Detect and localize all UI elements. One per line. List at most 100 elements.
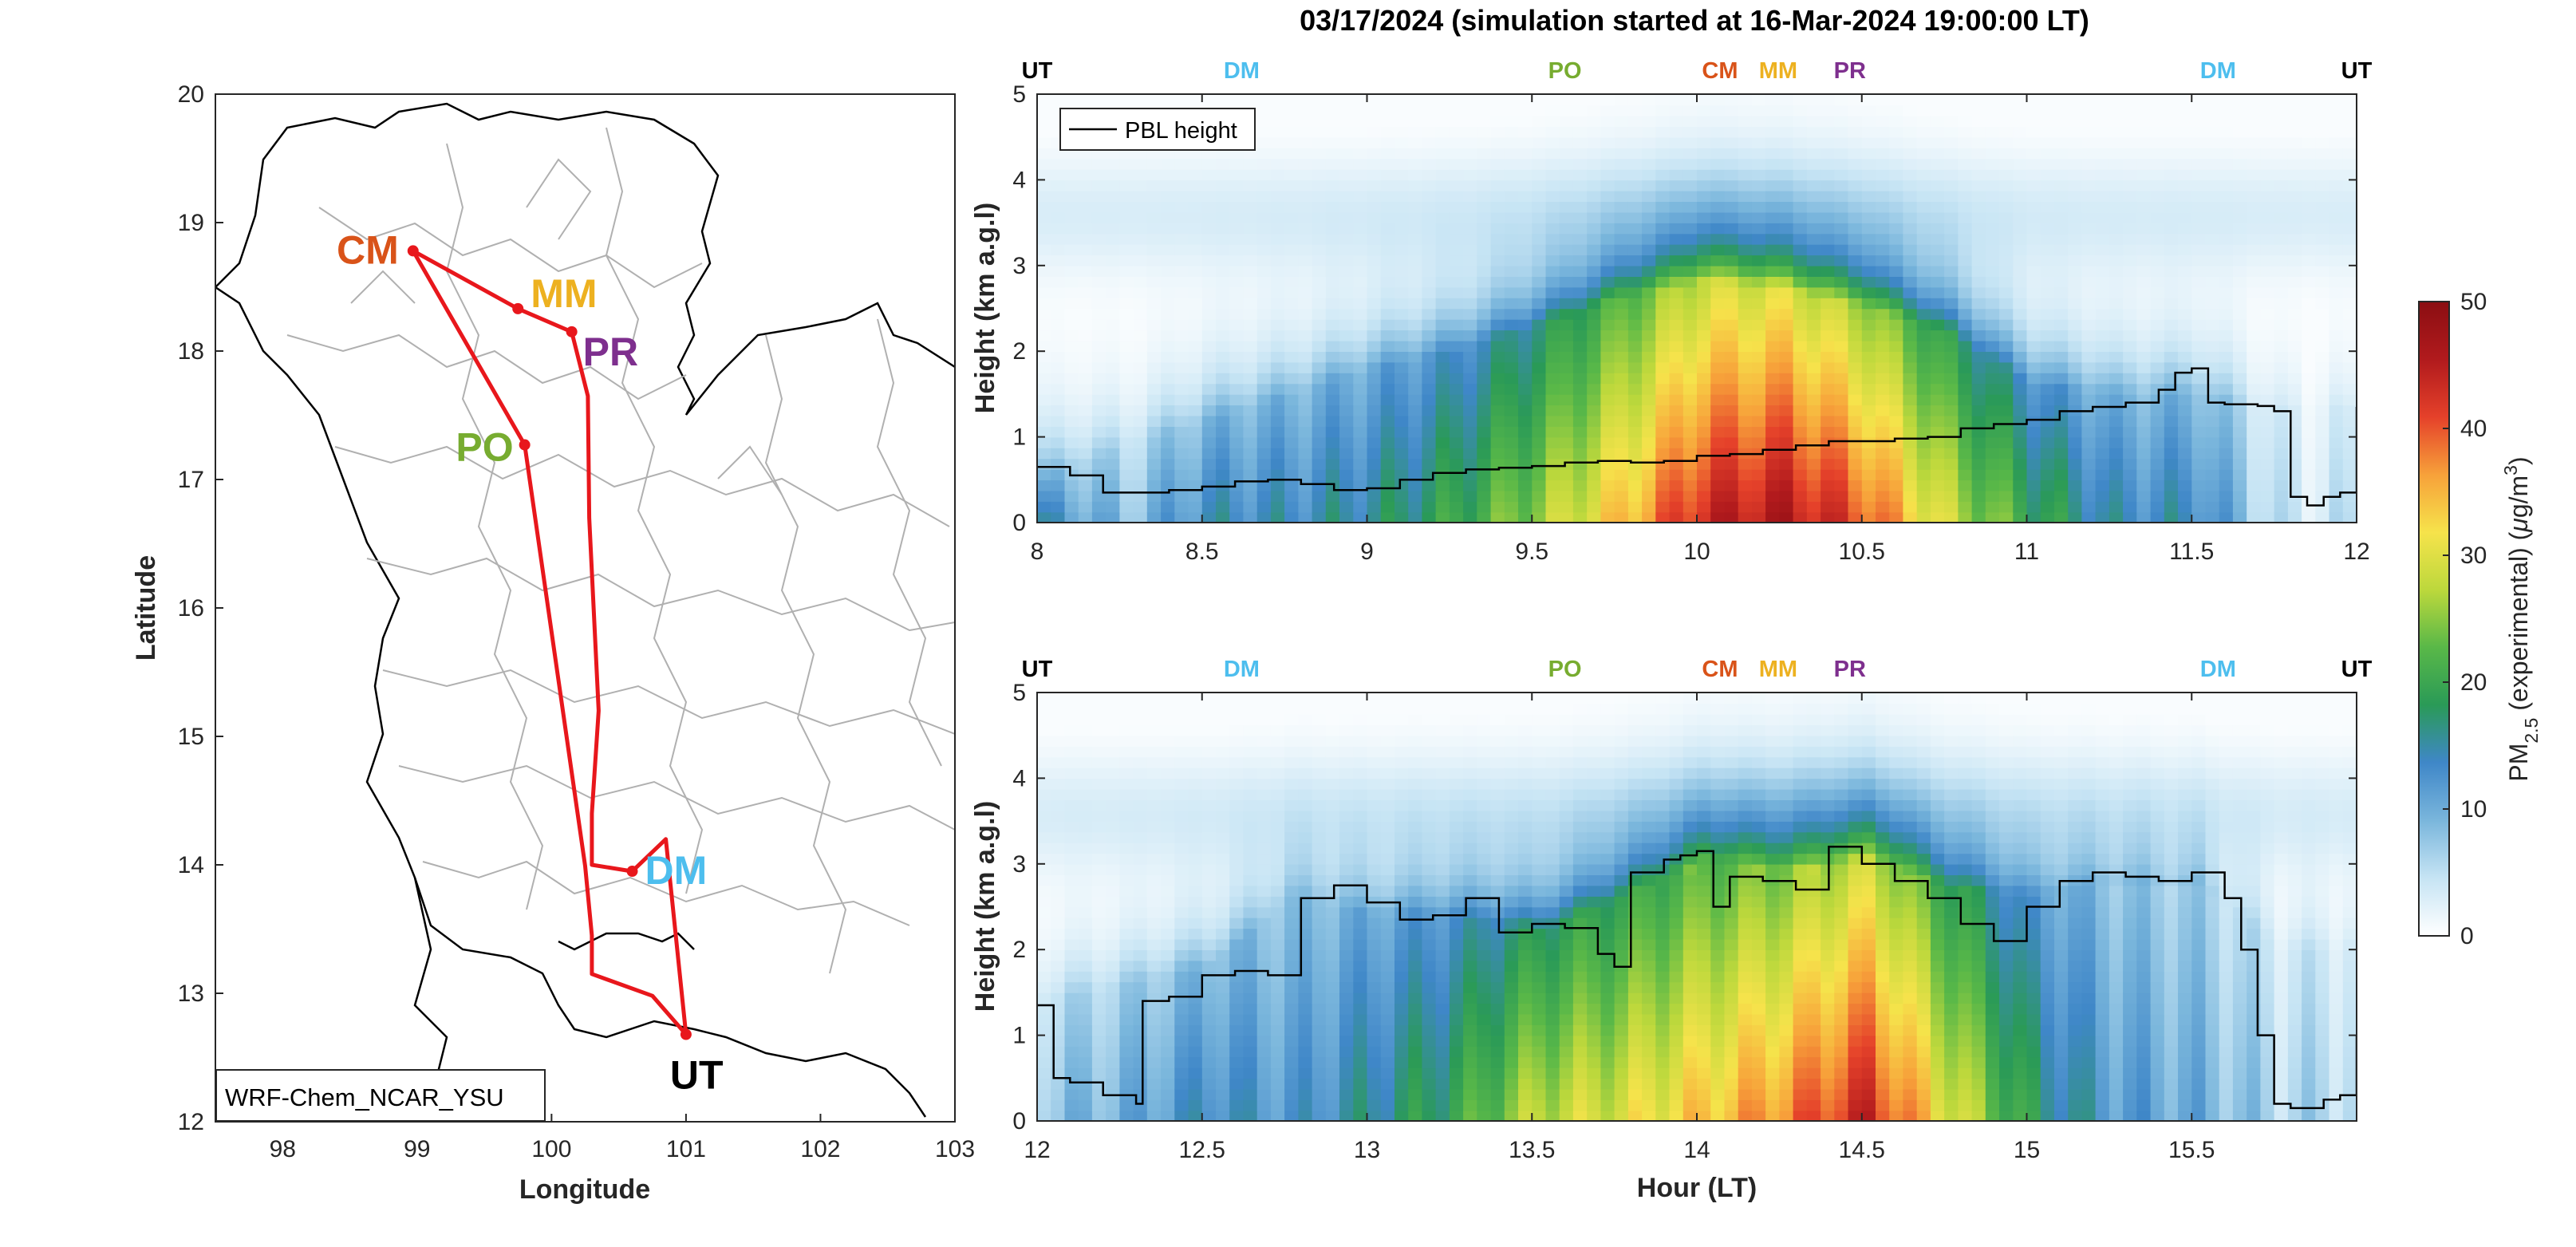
pm25-cell (1229, 756, 1245, 768)
pm25-cell (2260, 265, 2275, 277)
pm25-cell (1256, 896, 1272, 908)
pm25-cell (1091, 308, 1107, 320)
pm25-cell (1587, 286, 1602, 298)
pm25-cell (1682, 361, 1698, 373)
pm25-cell (1958, 190, 1973, 202)
pm25-cell (1395, 330, 1409, 341)
pm25-cell (1312, 383, 1327, 395)
pm25-cell (1710, 148, 1726, 160)
pm25-cell (1600, 415, 1615, 427)
pm25-cell (1861, 158, 1876, 170)
pm25-cell (1064, 330, 1079, 341)
pm25-cell (2026, 436, 2041, 448)
pm25-cell (1064, 863, 1079, 875)
pm25-cell (1821, 298, 1836, 310)
pm25-cell (1751, 255, 1766, 266)
pm25-cell (1710, 136, 1726, 148)
pm25-cell (2302, 490, 2317, 502)
pm25-cell (2315, 511, 2330, 523)
pm25-cell (1325, 971, 1340, 983)
pm25-cell (1408, 233, 1423, 245)
site-dot-dm (626, 866, 638, 878)
pm25-cell (1119, 906, 1134, 918)
pm25-cell (1682, 105, 1698, 116)
pm25-cell (1174, 276, 1189, 288)
pm25-cell (1669, 298, 1684, 310)
pm25-cell (1284, 1099, 1300, 1111)
pm25-cell (1999, 169, 2014, 181)
pm25-cell (1834, 180, 1849, 191)
pm25-cell (1353, 896, 1368, 908)
pm25-cell (1999, 458, 2014, 470)
pm25-cell (1477, 468, 1492, 481)
pm25-cell (1037, 992, 1051, 1004)
pm25-cell (1201, 703, 1217, 715)
pm25-cell (2054, 255, 2069, 266)
pm25-cell (1353, 1088, 1368, 1100)
pm25-cell (1339, 917, 1354, 929)
pm25-cell (1243, 383, 1258, 395)
pm25-cell (2247, 479, 2262, 491)
pm25-cell (1106, 1110, 1121, 1121)
pm25-cell (1738, 243, 1753, 256)
pm25-cell (1587, 436, 1602, 448)
pm25-cell (1229, 436, 1245, 448)
pm25-cell (1312, 971, 1327, 983)
pm25-cell (1876, 105, 1890, 116)
pm25-cell (1174, 768, 1189, 779)
pm25-cell (1380, 318, 1395, 331)
pm25-cell (1422, 148, 1437, 160)
pm25-cell (2232, 318, 2247, 331)
pm25-cell (1216, 490, 1230, 502)
pm25-cell (1532, 458, 1547, 470)
pm25-cell (2219, 136, 2234, 148)
pm25-cell (1051, 223, 1066, 235)
pm25-cell (1958, 415, 1973, 427)
pm25-cell (1133, 298, 1148, 310)
pm25-cell (1422, 211, 1437, 223)
pm25-cell (2302, 458, 2317, 470)
pm25-cell (1146, 308, 1162, 320)
pm25-cell (2013, 448, 2028, 460)
pm25-cell (1119, 938, 1134, 950)
pm25-cell (2136, 330, 2152, 341)
pm25-cell (1614, 308, 1629, 320)
pm25-cell (2302, 169, 2317, 181)
pm25-cell (1243, 468, 1258, 481)
pm25-cell (1119, 436, 1134, 448)
pm25-cell (2040, 286, 2055, 298)
pm25-cell (1312, 713, 1327, 726)
pm25-cell (1916, 351, 1931, 363)
pm25-cell (1119, 874, 1134, 886)
pm25-cell (1724, 436, 1739, 448)
pm25-cell (1463, 318, 1478, 331)
pm25-cell (1408, 393, 1423, 406)
pm25-cell (1188, 190, 1203, 202)
pm25-cell (2247, 373, 2262, 385)
pm25-cell (1999, 243, 2014, 256)
pm25-cell (2040, 169, 2055, 181)
pm25-cell (1793, 201, 1808, 213)
pm25-cell (1312, 1067, 1327, 1079)
pm25-cell (1146, 404, 1162, 416)
pm25-cell (2315, 115, 2330, 128)
pm25-cell (1146, 992, 1162, 1004)
pm25-cell (1298, 1078, 1313, 1090)
pm25-cell (2068, 169, 2083, 181)
pm25-cell (1161, 928, 1176, 940)
pm25-cell (1325, 158, 1340, 170)
pm25-cell (1545, 361, 1560, 373)
pm25-cell (1614, 126, 1629, 138)
pm25-cell (1133, 799, 1148, 811)
pm25-cell (1339, 479, 1354, 491)
pm25-cell (1532, 201, 1547, 213)
pm25-cell (1312, 105, 1327, 116)
pm25-cell (1793, 255, 1808, 266)
pm25-cell (1930, 158, 1945, 170)
pm25-cell (1627, 180, 1643, 191)
pm25-cell (2178, 426, 2192, 438)
pm25-cell (2260, 330, 2275, 341)
pm25-cell (2302, 404, 2317, 416)
pm25-cell (1422, 255, 1437, 266)
pm25-cell (1339, 276, 1354, 288)
